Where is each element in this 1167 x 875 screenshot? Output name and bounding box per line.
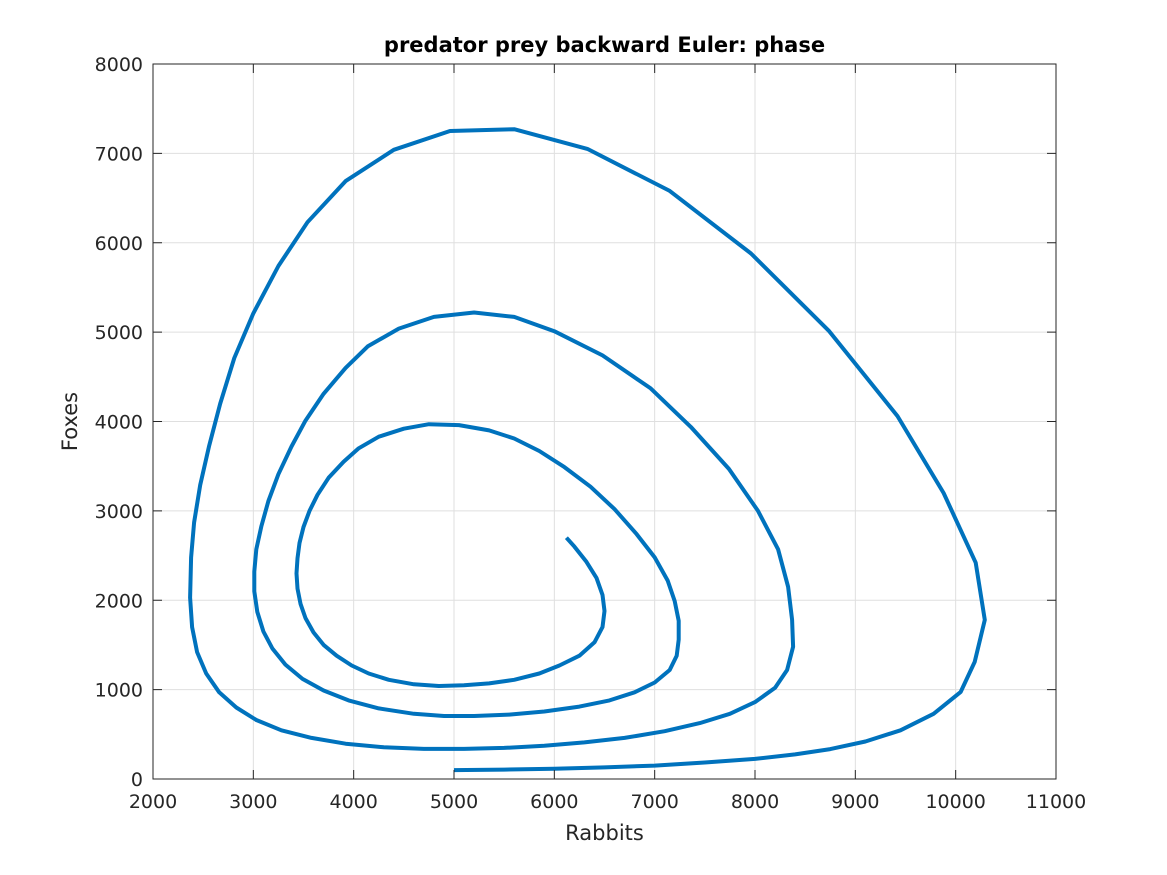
x-axis-label: Rabbits [565,821,644,845]
chart-title: predator prey backward Euler: phase [384,33,825,57]
x-tick-label: 2000 [129,791,177,813]
y-tick-label: 4000 [95,412,143,434]
x-tick-label: 4000 [329,791,377,813]
x-tick-label: 9000 [831,791,879,813]
x-tick-label: 11000 [1026,791,1086,813]
x-tick-label: 6000 [530,791,578,813]
y-tick-label: 3000 [95,501,143,523]
y-tick-label: 5000 [95,322,143,344]
y-tick-label: 7000 [95,143,143,165]
y-axis-label: Foxes [58,392,82,451]
x-tick-label: 8000 [731,791,779,813]
y-tick-label: 1000 [95,680,143,702]
tick-labels: 2000 3000 4000 5000 6000 7000 8000 9000 10000 110… [95,54,1087,813]
phase-trajectory-line [188,127,987,773]
y-tick-label: 6000 [95,233,143,255]
x-tick-label: 3000 [229,791,277,813]
x-tick-label: 10000 [925,791,985,813]
series-layer [188,127,987,773]
y-tick-label: 2000 [95,590,143,612]
axes [152,63,1057,780]
y-tick-label: 8000 [95,54,143,76]
x-tick-label: 7000 [630,791,678,813]
y-tick-label: 0 [131,769,143,791]
x-tick-label: 5000 [430,791,478,813]
